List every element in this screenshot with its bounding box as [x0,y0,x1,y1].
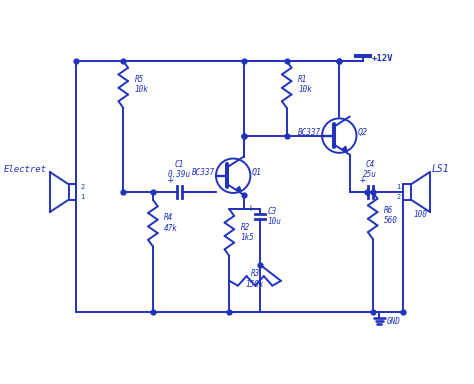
Text: Electret: Electret [4,165,47,174]
Text: +12V: +12V [372,54,393,63]
Text: 2: 2 [396,194,401,200]
Text: 100: 100 [413,210,428,219]
Text: C3
10u: C3 10u [268,207,282,226]
Text: R6
560: R6 560 [384,206,398,225]
Text: R3
150k: R3 150k [246,270,264,289]
Text: R2
1k5: R2 1k5 [241,223,255,242]
Text: C4
25u: C4 25u [364,160,377,179]
Text: Q2: Q2 [357,128,367,137]
Text: Q1: Q1 [251,168,261,177]
Text: GND: GND [387,316,401,326]
Text: 1: 1 [396,184,401,190]
Text: R5
10k: R5 10k [135,75,149,94]
Text: 2: 2 [80,184,84,190]
Text: +: + [168,175,174,185]
Text: +: + [247,203,253,213]
Text: LS1: LS1 [432,164,449,174]
Text: 1: 1 [80,194,84,200]
Text: +: + [359,175,365,185]
Text: BC337: BC337 [192,168,215,177]
Text: C1
0.39u: C1 0.39u [168,160,191,179]
Text: R1
10k: R1 10k [298,75,312,94]
Text: BC337: BC337 [298,128,321,137]
Text: R4
47k: R4 47k [164,214,178,233]
